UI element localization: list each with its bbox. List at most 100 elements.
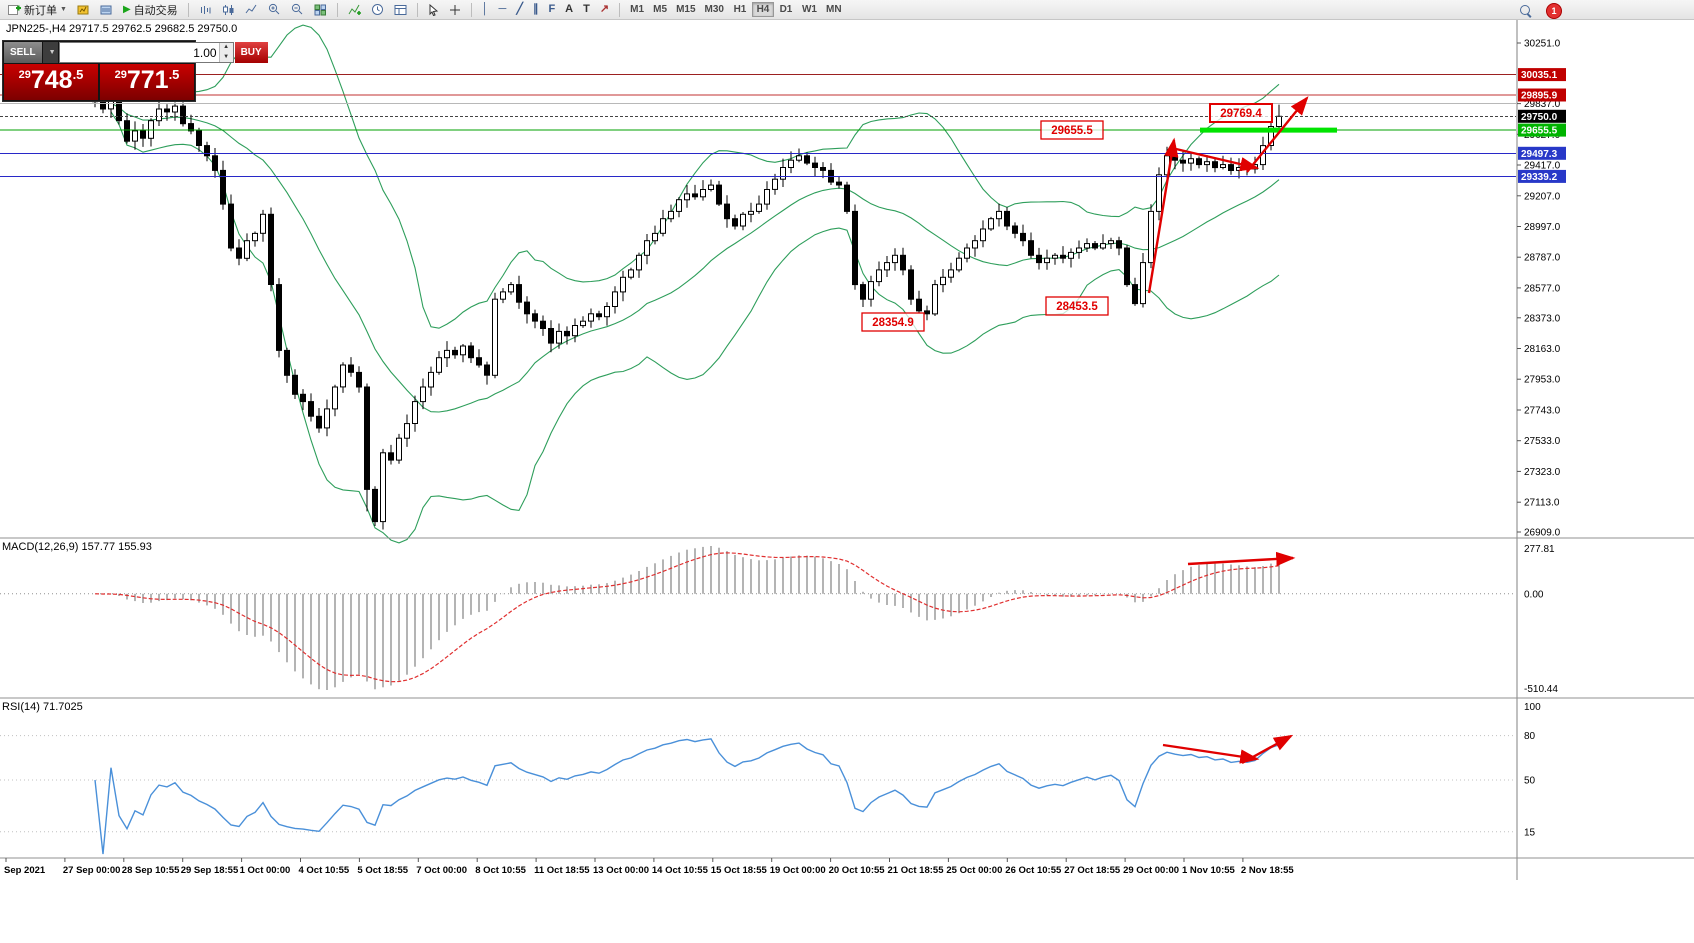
channel-icon: ∥ xyxy=(532,3,539,15)
timeframe-m30-button[interactable]: M30 xyxy=(701,2,728,17)
one-click-top-row: SELL ▼ ▲ ▼ BUY xyxy=(3,41,268,64)
vertical-line-tool-button[interactable]: │ xyxy=(478,1,493,18)
svg-text:25 Oct 00:00: 25 Oct 00:00 xyxy=(946,865,1002,876)
svg-text:27113.0: 27113.0 xyxy=(1524,498,1560,509)
vertical-line-icon: │ xyxy=(481,3,489,15)
volume-input[interactable] xyxy=(59,43,219,62)
zoom-out-button[interactable] xyxy=(287,1,308,18)
trend-arrow xyxy=(1175,147,1260,172)
cursor-tool-button[interactable] xyxy=(424,1,443,18)
candlestick-chart-icon xyxy=(222,4,234,15)
indicators-button[interactable] xyxy=(344,1,365,18)
chart-area[interactable]: 30251.029837.029627.029417.029207.028997… xyxy=(0,20,1694,943)
svg-text:20 Oct 10:55: 20 Oct 10:55 xyxy=(829,865,886,876)
svg-text:19 Oct 00:00: 19 Oct 00:00 xyxy=(770,865,826,876)
timeframe-h1-button[interactable]: H1 xyxy=(729,2,751,17)
timeframe-mn-button[interactable]: MN xyxy=(822,2,846,17)
trendline-tool-button[interactable]: ╱ xyxy=(512,1,527,18)
volume-down-button[interactable]: ▼ xyxy=(219,52,233,62)
sell-tab[interactable]: SELL xyxy=(4,42,42,63)
toolbar-separator xyxy=(470,2,472,17)
timeframe-m5-button[interactable]: M5 xyxy=(649,2,671,17)
charts-profile-button[interactable] xyxy=(73,1,94,18)
zoom-out-icon xyxy=(291,3,302,15)
new-order-button[interactable]: 新订单 ▼ xyxy=(4,1,71,18)
notification-badge[interactable]: 1 xyxy=(1546,2,1562,19)
svg-text:27533.0: 27533.0 xyxy=(1524,436,1561,447)
bar-chart-icon xyxy=(200,5,211,14)
text-tool-icon: A xyxy=(565,3,574,15)
bar-chart-button[interactable] xyxy=(195,1,216,18)
candlestick-chart-button[interactable] xyxy=(218,1,239,18)
svg-text:28577.0: 28577.0 xyxy=(1524,283,1561,294)
price-badge xyxy=(1518,146,1566,160)
volume-up-button[interactable]: ▲ xyxy=(219,43,233,53)
svg-text:5 Oct 18:55: 5 Oct 18:55 xyxy=(357,865,408,876)
svg-text:1 Oct 00:00: 1 Oct 00:00 xyxy=(240,865,291,876)
market-depth-button[interactable] xyxy=(96,1,117,18)
volume-dropdown-button[interactable]: ▼ xyxy=(42,42,58,63)
main-toolbar: 新订单 ▼ ▶ 自动交易 xyxy=(0,0,1694,20)
price-badge xyxy=(1518,123,1566,137)
charts-profile-icon xyxy=(77,5,89,14)
channel-tool-button[interactable]: ∥ xyxy=(529,1,543,18)
line-chart-button[interactable] xyxy=(241,1,262,18)
arrow-tool-button[interactable]: ↗ xyxy=(596,1,613,18)
svg-text:11 Oct 18:55: 11 Oct 18:55 xyxy=(534,865,590,876)
timeframe-m15-button[interactable]: M15 xyxy=(672,2,699,17)
new-order-label: 新订单 xyxy=(24,4,57,17)
trend-annotations[interactable]: 29655.5 29769.4 28453.5 28354.9 xyxy=(861,96,1309,765)
buy-button[interactable]: 29 771.5 xyxy=(100,64,194,100)
horizontal-line-objects[interactable] xyxy=(0,74,1516,177)
time-axis[interactable]: Sep 2021 27 Sep 00:00 28 Sep 10:55 29 Sep 1… xyxy=(4,858,1294,876)
timeframe-w1-button[interactable]: W1 xyxy=(798,2,821,17)
svg-text:29339.2: 29339.2 xyxy=(1521,172,1558,183)
price-annotation-box xyxy=(1209,103,1273,123)
text-tool-button[interactable]: A xyxy=(561,1,577,18)
periods-button[interactable] xyxy=(367,1,388,18)
svg-text:27 Sep 00:00: 27 Sep 00:00 xyxy=(63,865,121,876)
price-badge xyxy=(1518,169,1566,183)
buy-tab[interactable]: BUY xyxy=(234,42,268,63)
toolbar-separator xyxy=(416,2,418,17)
templates-button[interactable] xyxy=(390,1,411,18)
svg-text:28 Sep 10:55: 28 Sep 10:55 xyxy=(122,865,180,876)
svg-text:-510.44: -510.44 xyxy=(1524,684,1558,695)
sell-price-suffix: .5 xyxy=(72,67,84,82)
trend-arrow xyxy=(1187,551,1296,567)
sell-button[interactable]: 29 748.5 xyxy=(4,64,98,100)
search-icon xyxy=(1520,4,1532,17)
svg-text:29207.0: 29207.0 xyxy=(1524,191,1561,202)
trendline-icon: ╱ xyxy=(516,3,523,15)
rsi-panel: 100 80 50 15 xyxy=(0,702,1541,855)
label-tool-button[interactable]: T xyxy=(579,1,594,18)
timeframe-m1-button[interactable]: M1 xyxy=(626,2,648,17)
crosshair-tool-button[interactable] xyxy=(445,1,465,18)
volume-field: ▲ ▼ xyxy=(58,42,234,63)
buy-price-suffix: .5 xyxy=(168,67,180,82)
svg-text:28787.0: 28787.0 xyxy=(1524,253,1561,264)
timeframe-d1-button[interactable]: D1 xyxy=(775,2,797,17)
price-scale[interactable]: 30251.029837.029627.029417.029207.028997… xyxy=(1516,20,1566,880)
svg-text:14 Oct 10:55: 14 Oct 10:55 xyxy=(652,865,709,876)
fibonacci-tool-button[interactable]: F xyxy=(544,1,559,18)
search-button[interactable] xyxy=(1516,2,1536,19)
svg-text:29655.5: 29655.5 xyxy=(1521,126,1558,137)
svg-text:29 Sep 18:55: 29 Sep 18:55 xyxy=(181,865,239,876)
price-annotation-box xyxy=(861,312,925,332)
svg-text:15 Oct 18:55: 15 Oct 18:55 xyxy=(711,865,768,876)
svg-text:30035.1: 30035.1 xyxy=(1521,70,1558,81)
timeframe-h4-button[interactable]: H4 xyxy=(751,2,774,17)
tile-windows-button[interactable] xyxy=(310,1,331,18)
one-click-price-row: 29 748.5 29 771.5 xyxy=(3,64,195,101)
zoom-in-button[interactable] xyxy=(264,1,285,18)
svg-text:29497.3: 29497.3 xyxy=(1521,149,1558,160)
svg-text:28354.9: 28354.9 xyxy=(872,317,914,329)
autotrading-button[interactable]: ▶ 自动交易 xyxy=(119,1,182,18)
horizontal-line-tool-button[interactable]: ─ xyxy=(495,1,511,18)
crosshair-icon xyxy=(449,4,460,15)
macd-panel: 277.81 0.00 -510.44 xyxy=(0,544,1558,695)
panel-separators[interactable] xyxy=(0,537,1694,859)
templates-icon xyxy=(394,4,407,15)
trend-arrow xyxy=(1241,734,1294,765)
